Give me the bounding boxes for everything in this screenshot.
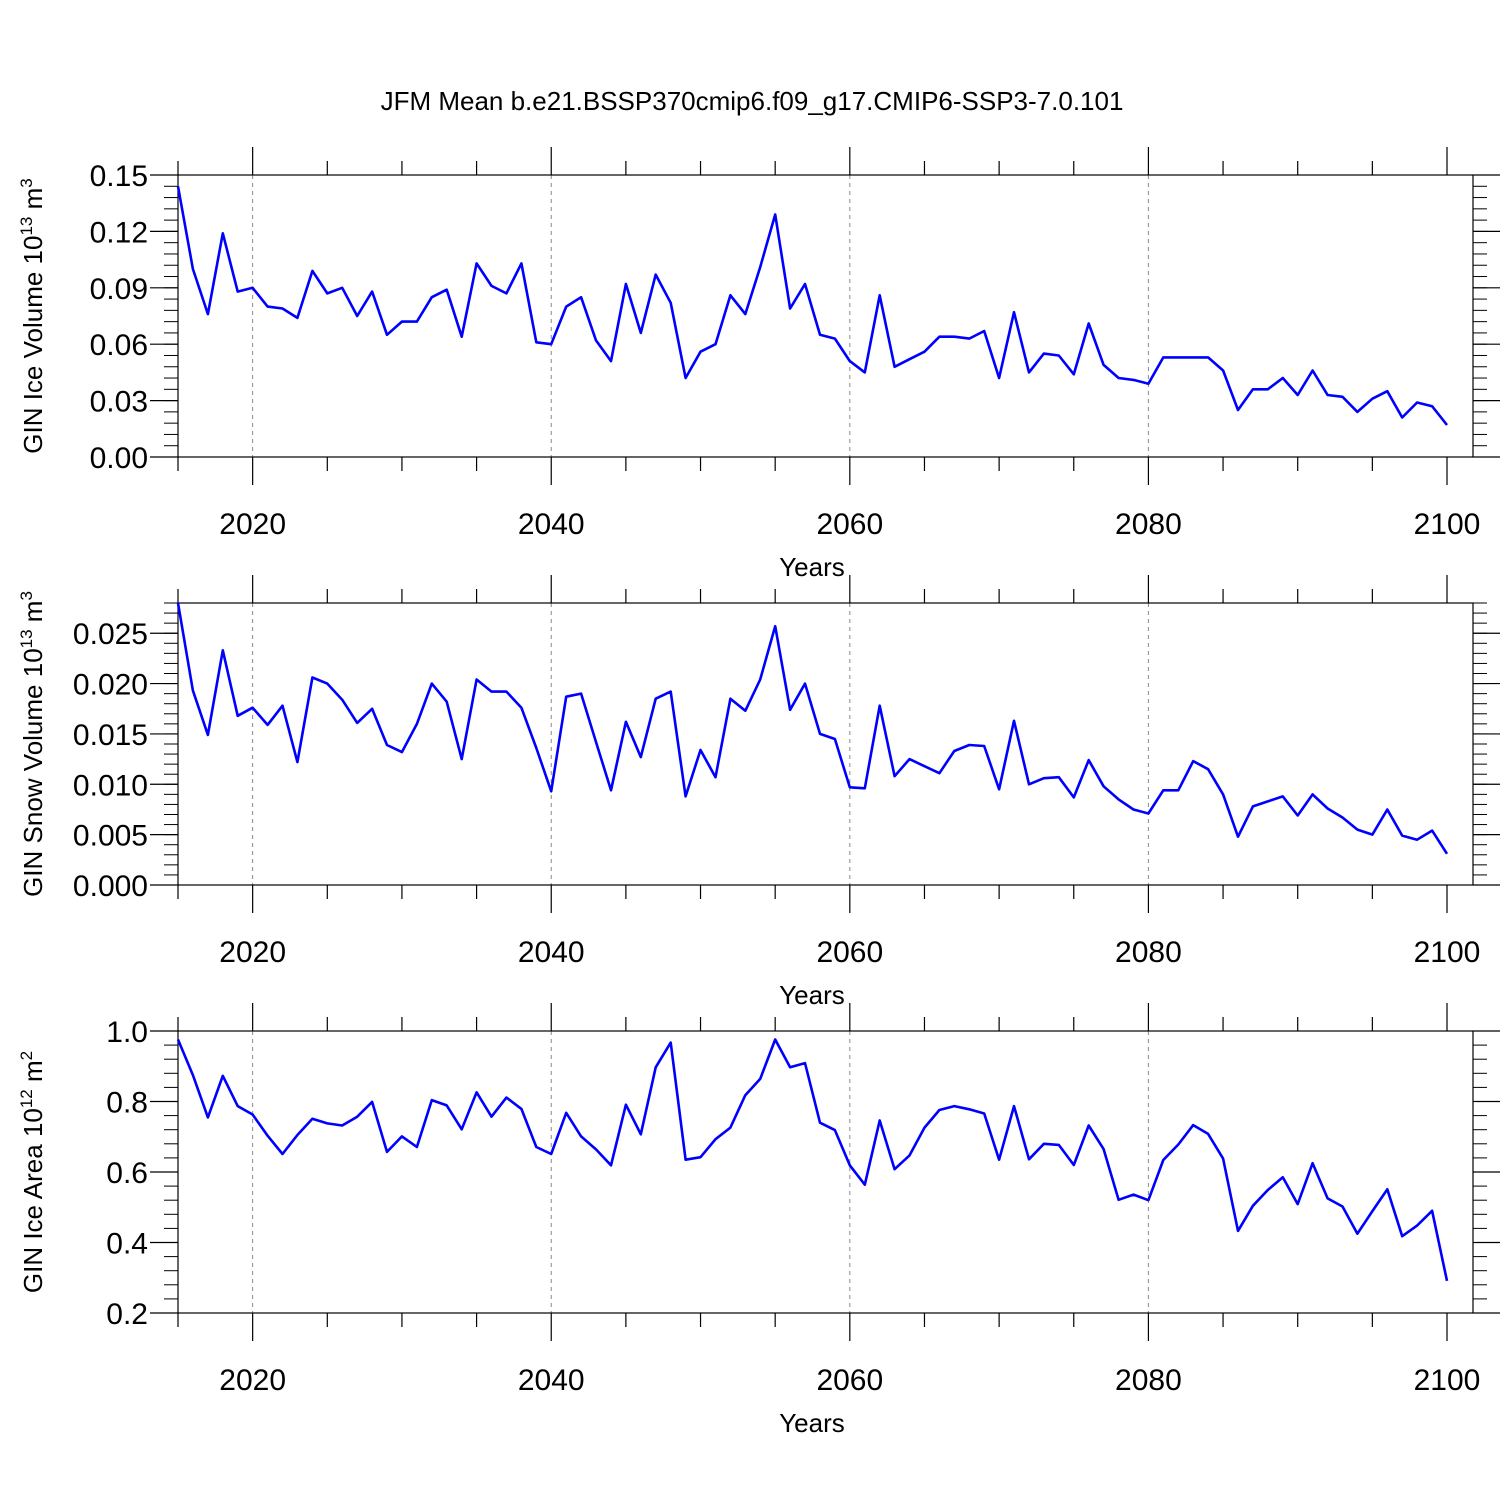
plot-frame <box>177 174 1474 458</box>
x-tick-label: 2060 <box>816 1364 883 1397</box>
x-tick-label: 2100 <box>1414 1364 1481 1397</box>
x-tick-label: 2020 <box>219 936 286 969</box>
panels: 0.00 0.03 0.06 0.09 0.12 0.15 2020 2040 2060 2080… <box>17 147 1500 1438</box>
y-tick-label: 0.010 <box>73 769 148 802</box>
x-tick-label: 2060 <box>816 508 883 541</box>
chart-panel-1: 0.00 0.03 0.06 0.09 0.12 0.15 2020 2040 2060 2080… <box>17 147 1500 582</box>
x-axis-title: Years <box>779 1408 845 1438</box>
y-tick-label: 0.2 <box>106 1298 148 1331</box>
series-line <box>176 602 1449 855</box>
x-axis-title: Years <box>779 980 845 1010</box>
y-tick-label: 0.03 <box>90 386 148 419</box>
y-tick-label: 0.015 <box>73 719 148 752</box>
chart-panel-2: 0.000 0.005 0.010 0.015 0.020 0.025 2020 2040 20… <box>17 575 1500 1010</box>
x-tick-label: 2080 <box>1115 936 1182 969</box>
y-axis-title: GIN Snow Volume 1013 m3 <box>17 591 48 897</box>
x-axis-title: Years <box>779 552 845 582</box>
figure-title: JFM Mean b.e21.BSSP370cmip6.f09_g17.CMIP… <box>381 86 1124 116</box>
y-tick-label: 1.0 <box>106 1016 148 1049</box>
x-tick-label: 2100 <box>1414 936 1481 969</box>
y-tick-label: 0.8 <box>106 1087 148 1120</box>
x-tick-label: 2040 <box>518 936 585 969</box>
x-tick-label: 2080 <box>1115 1364 1182 1397</box>
y-tick-label: 0.06 <box>90 329 148 362</box>
y-tick-label: 0.000 <box>73 870 148 903</box>
series-line <box>176 186 1449 426</box>
y-tick-label: 0.025 <box>73 618 148 651</box>
y-tick-label: 0.005 <box>73 820 148 853</box>
x-tick-label: 2040 <box>518 1364 585 1397</box>
series-line <box>176 1038 1449 1282</box>
y-tick-label: 0.15 <box>90 160 148 193</box>
y-axis-title: GIN Ice Volume 1013 m3 <box>17 178 48 454</box>
y-tick-label: 0.12 <box>90 216 148 249</box>
x-tick-label: 2060 <box>816 936 883 969</box>
y-tick-label: 0.00 <box>90 442 148 475</box>
chart-panel-3: 0.2 0.4 0.6 0.8 1.0 2020 2040 2060 2080 2100 Years… <box>17 1003 1500 1438</box>
x-tick-label: 2020 <box>219 1364 286 1397</box>
y-axis-title: GIN Ice Area 1012 m2 <box>17 1051 48 1293</box>
y-tick-label: 0.4 <box>106 1228 148 1261</box>
x-tick-label: 2020 <box>219 508 286 541</box>
y-tick-label: 0.020 <box>73 669 148 702</box>
x-tick-label: 2080 <box>1115 508 1182 541</box>
x-tick-label: 2100 <box>1414 508 1481 541</box>
y-tick-label: 0.6 <box>106 1157 148 1190</box>
y-tick-label: 0.09 <box>90 273 148 306</box>
x-tick-label: 2040 <box>518 508 585 541</box>
